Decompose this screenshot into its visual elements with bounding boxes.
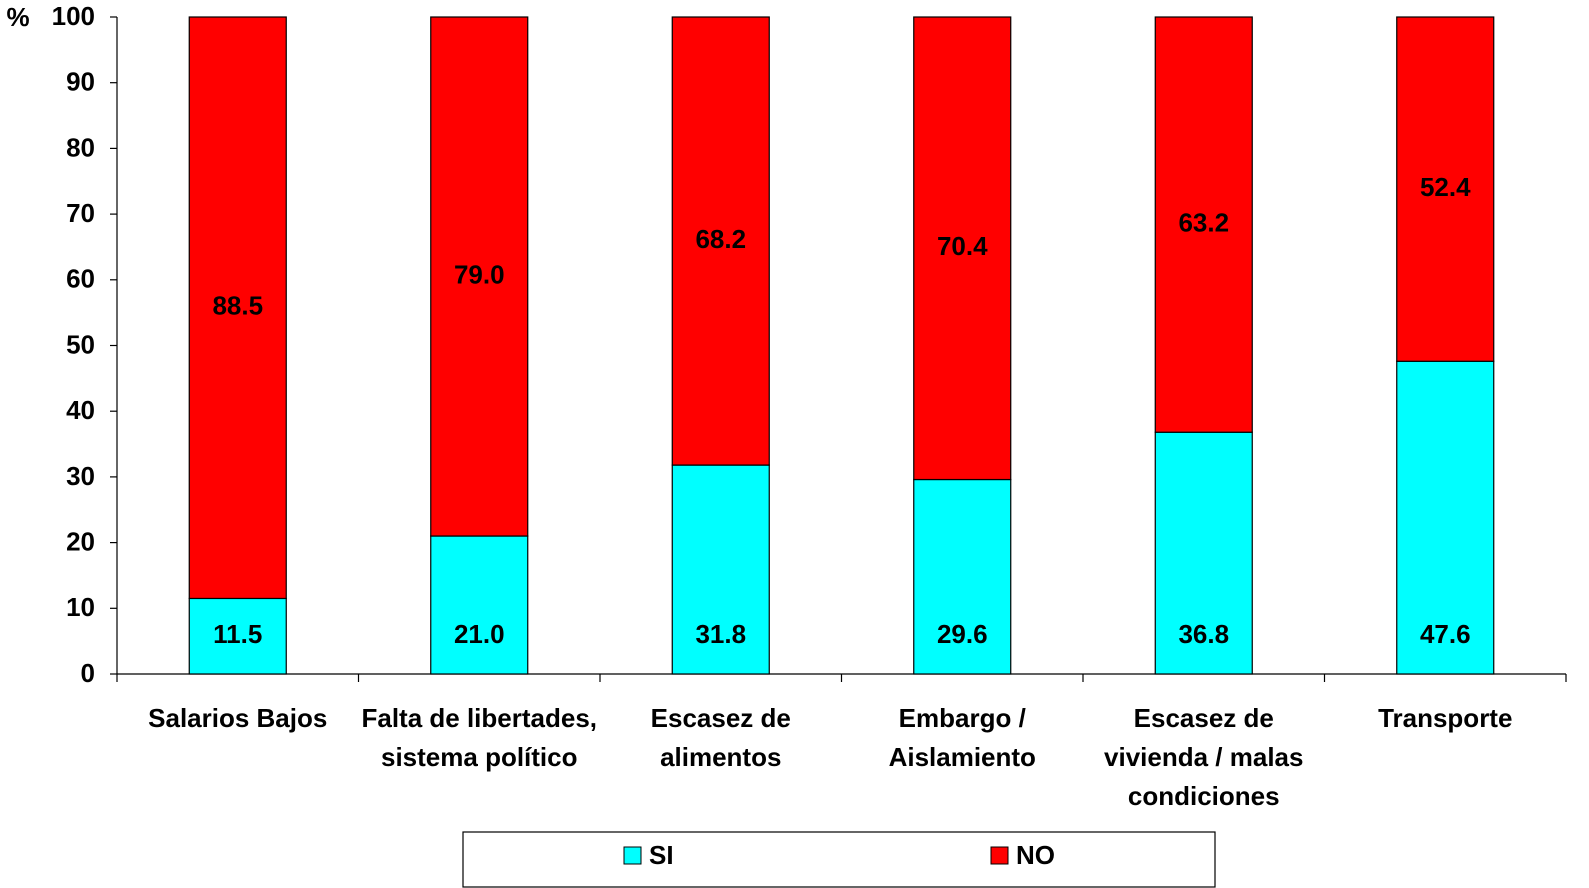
bar-segment	[430, 535, 529, 675]
y-axis-label: %	[6, 2, 29, 32]
value-label: 47.6	[1420, 619, 1471, 649]
x-tick-label: Embargo / Aislamiento	[888, 703, 1036, 772]
value-label: 70.4	[937, 231, 988, 261]
x-tick-label: Transporte	[1378, 703, 1513, 733]
y-tick-label: 20	[66, 526, 95, 556]
bar-segment	[671, 464, 770, 675]
value-label: 68.2	[695, 224, 746, 254]
y-tick-label: 100	[52, 1, 95, 31]
bar-segment	[1154, 431, 1253, 675]
value-label: 52.4	[1420, 172, 1471, 202]
y-tick-label: 10	[66, 592, 95, 622]
legend-box	[462, 831, 1216, 888]
value-label: 63.2	[1178, 207, 1229, 237]
y-tick-label: 50	[66, 329, 95, 359]
value-label: 31.8	[695, 619, 746, 649]
legend-label: NO	[1016, 840, 1055, 870]
x-tick-label: Escasez de alimentos	[650, 703, 791, 772]
bar-segment	[1396, 360, 1495, 675]
bar-segment	[1396, 16, 1495, 362]
bar-segment	[671, 16, 770, 466]
value-label: 21.0	[454, 619, 505, 649]
x-tick-label: Salarios Bajos	[148, 703, 328, 733]
y-tick-label: 90	[66, 67, 95, 97]
y-tick-label: 70	[66, 198, 95, 228]
value-label: 29.6	[937, 619, 988, 649]
x-tick-label: Escasez de vivienda / malas condiciones	[1104, 703, 1304, 811]
legend-swatch	[990, 846, 1009, 865]
y-tick-label: 60	[66, 264, 95, 294]
value-label: 11.5	[213, 619, 262, 649]
bar-segment	[430, 16, 529, 537]
legend-swatch	[623, 846, 642, 865]
y-tick-label: 30	[66, 461, 95, 491]
bar-segment	[188, 597, 287, 675]
value-label: 88.5	[212, 291, 263, 321]
bar-segment	[1154, 16, 1253, 433]
y-tick-label: 80	[66, 132, 95, 162]
bar-segment	[913, 16, 1012, 481]
bar-segment	[188, 16, 287, 600]
x-tick-label: Falta de libertades, sistema político	[361, 703, 598, 772]
bar-segment	[913, 478, 1012, 675]
y-tick-label: 0	[81, 658, 95, 688]
y-tick-label: 40	[66, 395, 95, 425]
value-label: 36.8	[1178, 619, 1229, 649]
value-label: 79.0	[454, 259, 505, 289]
legend-label: SI	[649, 840, 674, 870]
